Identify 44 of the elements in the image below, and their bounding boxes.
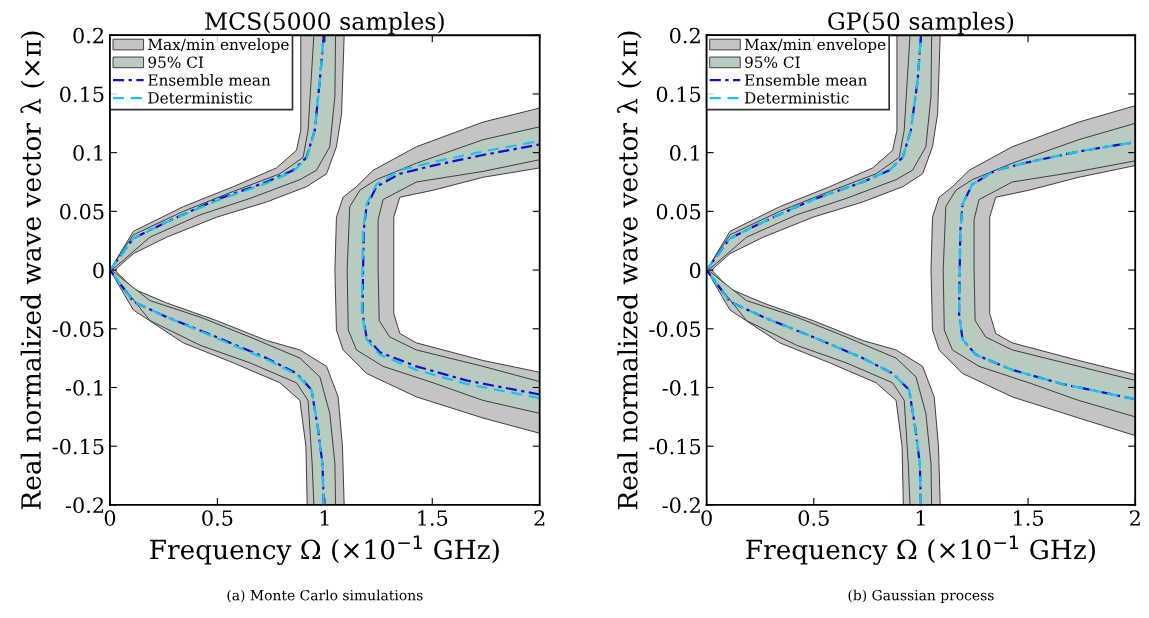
y-tick-label: -0.05 — [52, 321, 104, 337]
y-tick-label: -0.05 — [649, 321, 701, 337]
legend-label: Deterministic — [744, 92, 849, 104]
y-tick-label: -0.1 — [65, 379, 103, 396]
y-tick-label: -0.1 — [662, 379, 699, 396]
chart-title: MCS(5000 samples) — [205, 11, 444, 35]
x-tick-label: 1.5 — [418, 510, 448, 526]
y-tick-label: 0.1 — [670, 145, 699, 161]
x-tick-label: 2 — [1130, 510, 1140, 526]
y-tick-label: 0.2 — [670, 27, 700, 44]
y-tick-label: 0.15 — [60, 86, 104, 103]
y-tick-label: -0.15 — [649, 438, 701, 455]
y-tick-label: -0.15 — [52, 438, 104, 455]
y-tick-label: 0.1 — [73, 145, 103, 161]
x-tick-label: 1 — [320, 510, 329, 526]
x-tick-label: 2 — [534, 510, 545, 526]
y-tick-label: 0 — [93, 262, 104, 279]
legend-label: Ensemble mean — [148, 73, 271, 86]
legend-label: Deterministic — [148, 92, 252, 104]
x-tick-label: 0.5 — [798, 510, 829, 526]
legend-label: Max/min envelope — [148, 38, 289, 54]
y-tick-label: 0.2 — [73, 27, 104, 44]
y-tick-label: -0.2 — [662, 497, 700, 514]
y-axis-title: Real normalized wave vector λ (×π) — [20, 31, 45, 510]
y-tick-label: 0.15 — [656, 86, 701, 103]
y-axis-title: Real normalized wave vector λ (×π) — [617, 31, 642, 510]
legend-label: Ensemble mean — [744, 73, 868, 86]
chart-title: GP(50 samples) — [828, 11, 1014, 35]
x-tick-label: 1 — [916, 510, 925, 526]
legend-label: Max/min envelope — [744, 38, 886, 54]
text: (b) Gaussian process — [848, 589, 994, 604]
legend-label: 95% CI — [745, 56, 800, 68]
x-tick-label: 0 — [104, 510, 116, 526]
y-tick-label: -0.2 — [65, 497, 104, 514]
x-tick-label: 0 — [701, 510, 712, 526]
y-tick-label: 0.05 — [60, 203, 104, 220]
x-tick-label: 1.5 — [1014, 510, 1044, 526]
x-axis-title: Frequency Ω (×10$^{−1}$ GHz) — [150, 535, 499, 565]
y-tick-label: 0.05 — [656, 203, 701, 220]
legend-label: 95% CI — [148, 56, 204, 68]
text: (a) Monte Carlo simulations — [227, 589, 423, 603]
y-tick-label: 0 — [689, 262, 701, 279]
x-tick-label: 0.5 — [202, 510, 233, 526]
x-axis-title: Frequency Ω (×10$^{−1}$ GHz) — [746, 535, 1095, 565]
